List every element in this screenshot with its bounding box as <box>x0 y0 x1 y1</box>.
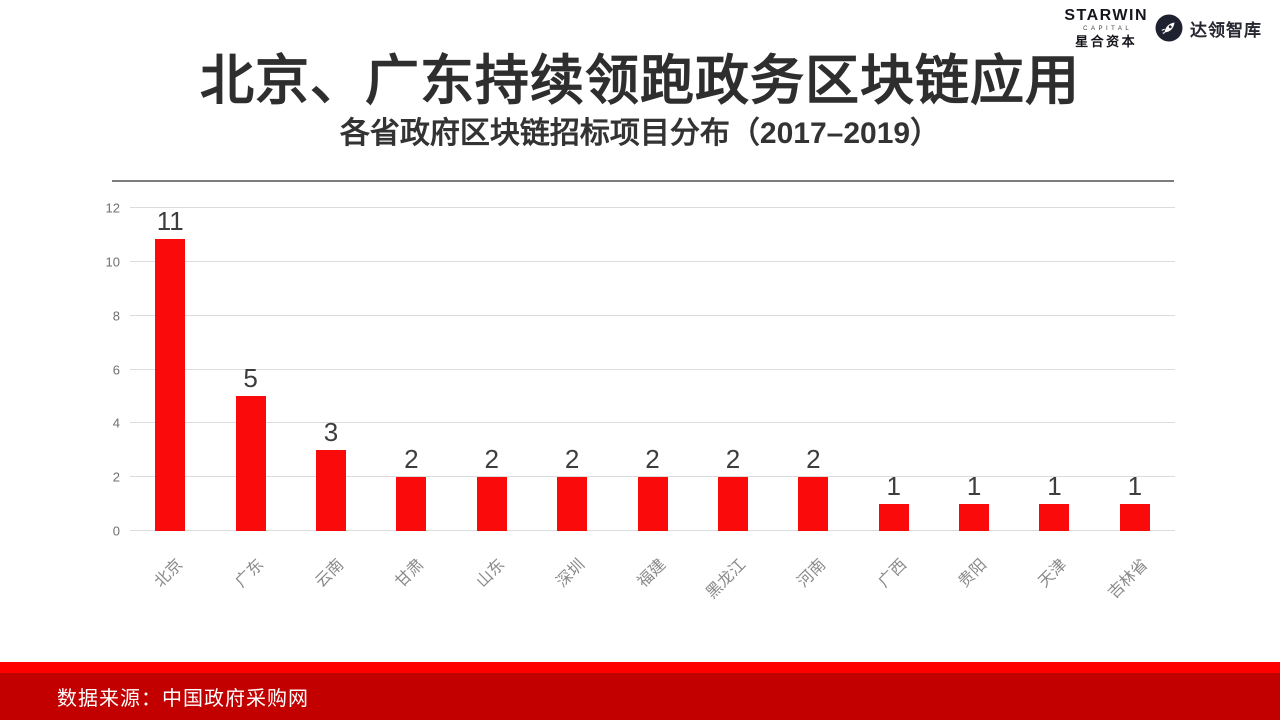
starwin-logo: STARWIN CAPITAL 星合资本 <box>1064 7 1148 49</box>
x-axis-label: 贵阳 <box>955 556 991 591</box>
bar <box>717 477 748 531</box>
page-subtitle: 各省政府区块链招标项目分布（2017–2019） <box>339 117 941 150</box>
bar-column: 1 <box>1095 208 1175 531</box>
x-axis-label: 河南 <box>794 556 830 591</box>
bar-value-label: 11 <box>156 206 184 236</box>
x-axis-label: 北京 <box>151 556 187 591</box>
bar <box>476 477 507 531</box>
x-axis-label: 天津 <box>1036 556 1071 591</box>
x-label-cell: 广东 <box>210 542 290 647</box>
bar-value-label: 2 <box>806 444 821 475</box>
data-source-text: 数据来源：中国政府采购网 <box>57 688 309 710</box>
x-label-cell: 福建 <box>612 542 692 647</box>
footer-main-band: 数据来源：中国政府采购网 <box>0 673 1280 720</box>
bar-column: 1 <box>854 208 934 531</box>
bar-chart-plot-area: 0 2 4 6 8 10 12 11 5 3 2 2 2 2 2 2 1 1 1 1 <box>106 202 1175 538</box>
x-axis-label: 吉林省 <box>1105 556 1152 603</box>
bar-column: 2 <box>452 208 532 531</box>
gridline <box>130 207 1175 208</box>
starwin-wordmark: STARWIN <box>1064 7 1148 24</box>
y-tick-label: 0 <box>112 523 120 539</box>
bar <box>557 477 588 531</box>
bar-value-label: 2 <box>484 444 499 475</box>
bar-value-label: 2 <box>564 444 580 475</box>
bar-value-label: 1 <box>1127 471 1143 502</box>
bar <box>315 450 346 531</box>
bar-column: 1 <box>934 208 1014 531</box>
bar-column: 2 <box>612 208 692 531</box>
rocket-icon <box>1155 14 1183 42</box>
bar-value-label: 1 <box>1047 471 1062 502</box>
x-axis-label: 山东 <box>473 556 509 591</box>
x-label-cell: 云南 <box>291 542 371 647</box>
y-tick-label: 4 <box>112 415 120 431</box>
gridline <box>130 368 1175 370</box>
bar-value-label: 2 <box>404 444 419 475</box>
x-label-cell: 贵阳 <box>934 542 1014 647</box>
footer-accent-strip <box>0 662 1280 673</box>
y-tick-label: 10 <box>105 254 120 270</box>
bar <box>878 504 909 531</box>
bar <box>637 477 668 531</box>
bar-value-label: 1 <box>886 471 901 502</box>
x-label-cell: 甘肃 <box>371 542 451 647</box>
x-axis-label: 深圳 <box>553 556 589 591</box>
x-axis-labels: 北京 广东 云南 甘肃 山东 深圳 福建 黑龙江 河南 广西 贵阳 天津 吉林省 <box>130 542 1175 647</box>
bar <box>235 396 266 531</box>
x-label-cell: 河南 <box>773 542 853 647</box>
footer-bar: 数据来源：中国政府采购网 <box>0 662 1280 720</box>
x-label-cell: 山东 <box>452 542 532 647</box>
bar-value-label: 1 <box>966 471 982 502</box>
bar-value-label: 2 <box>725 444 741 475</box>
x-label-cell: 天津 <box>1014 542 1094 647</box>
page-title: 北京、广东持续领跑政务区块链应用 <box>200 51 1080 111</box>
bar-column: 2 <box>371 208 451 531</box>
bars-row: 11 5 3 2 2 2 2 2 2 1 1 1 1 <box>130 208 1175 531</box>
x-axis-label: 广西 <box>875 556 910 591</box>
y-tick-label: 2 <box>112 469 120 485</box>
bar-value-label: 5 <box>243 363 258 394</box>
bar <box>1039 504 1070 531</box>
bar <box>155 239 186 531</box>
logo-group: STARWIN CAPITAL 星合资本 达领智库 <box>1064 7 1262 49</box>
bar <box>798 477 829 531</box>
starwin-chinese-name: 星合资本 <box>1075 34 1138 49</box>
x-label-cell: 黑龙江 <box>693 542 773 647</box>
bar-value-label: 3 <box>323 417 339 448</box>
starwin-capital-text: CAPITAL <box>1083 26 1133 32</box>
bar-value-label: 2 <box>645 444 660 475</box>
x-label-cell: 深圳 <box>532 542 612 647</box>
x-label-cell: 广西 <box>854 542 934 647</box>
x-axis-label: 云南 <box>312 556 348 591</box>
gridline <box>130 476 1175 478</box>
x-axis-label: 甘肃 <box>392 556 428 591</box>
bar-column: 2 <box>773 208 853 531</box>
bar-column: 11 <box>130 208 210 531</box>
bar-column: 3 <box>291 208 371 531</box>
x-label-cell: 北京 <box>130 542 210 647</box>
y-tick-label: 12 <box>105 200 120 216</box>
divider-line <box>112 180 1174 182</box>
bar-column: 1 <box>1014 208 1094 531</box>
y-tick-label: 6 <box>112 362 120 377</box>
y-tick-label: 8 <box>112 308 120 324</box>
bar-column: 2 <box>693 208 773 531</box>
bar-column: 5 <box>210 208 290 531</box>
gridline <box>130 314 1175 316</box>
x-label-cell: 吉林省 <box>1095 542 1175 647</box>
x-axis-label: 黑龙江 <box>703 556 750 603</box>
daling-thinktank-logo: 达领智库 <box>1190 20 1262 40</box>
x-axis-label: 福建 <box>634 556 669 591</box>
bar <box>1119 504 1150 531</box>
bar <box>959 504 990 531</box>
x-axis-label: 广东 <box>232 556 267 591</box>
gridline <box>130 422 1175 424</box>
bar-column: 2 <box>532 208 612 531</box>
bar <box>396 477 427 531</box>
gridline <box>130 260 1175 262</box>
